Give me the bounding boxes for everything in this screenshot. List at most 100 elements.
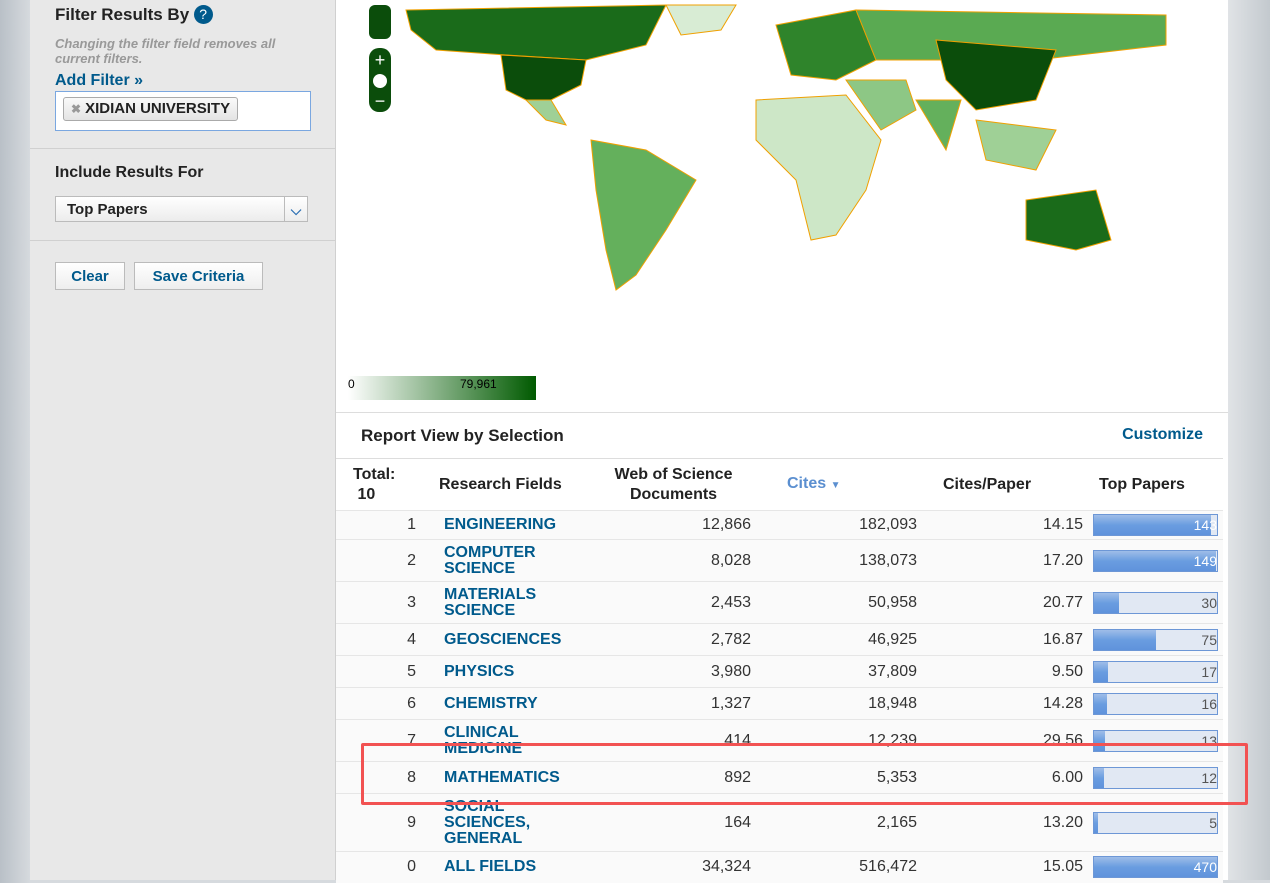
field-link[interactable]: SOCIAL SCIENCES, GENERAL xyxy=(444,797,531,847)
field-link[interactable]: MATHEMATICS xyxy=(444,768,560,786)
cites-cell: 18,948 xyxy=(752,687,918,720)
field-cell: CHEMISTRY xyxy=(424,687,595,720)
map-australia xyxy=(1025,189,1112,251)
map-canada xyxy=(405,4,667,61)
field-link[interactable]: CHEMISTRY xyxy=(444,694,538,712)
table-row: 8 MATHEMATICS 892 5,353 6.00 12 xyxy=(336,761,1223,794)
rank-cell: 7 xyxy=(336,719,424,762)
table-row: 1 ENGINEERING 12,866 182,093 14.15 143 xyxy=(336,510,1223,540)
field-link[interactable]: ALL FIELDS xyxy=(444,858,537,876)
cpp-cell: 29.56 xyxy=(918,719,1084,762)
cpp-cell: 20.77 xyxy=(918,581,1084,624)
customize-link[interactable]: Customize xyxy=(1122,426,1203,443)
cpp-cell: 16.87 xyxy=(918,623,1084,656)
field-link[interactable]: PHYSICS xyxy=(444,662,515,680)
field-link[interactable]: COMPUTER SCIENCE xyxy=(444,543,536,577)
top-papers-header[interactable]: Top Papers xyxy=(1084,460,1223,511)
add-filter-link[interactable]: Add Filter » xyxy=(55,72,144,89)
docs-cell: 892 xyxy=(595,761,752,794)
docs-header[interactable]: Web of Science Documents xyxy=(595,460,752,511)
cpp-header[interactable]: Cites/Paper xyxy=(918,460,1084,511)
top-papers-cell: 149 xyxy=(1084,539,1223,582)
top-papers-cell: 470 xyxy=(1084,851,1223,883)
sidebar: Filter Results By ? Changing the filter … xyxy=(30,0,336,880)
top-papers-cell: 75 xyxy=(1084,623,1223,656)
cites-cell: 182,093 xyxy=(752,510,918,540)
docs-cell: 8,028 xyxy=(595,539,752,582)
top-papers-cell: 30 xyxy=(1084,581,1223,624)
top-papers-value: 75 xyxy=(1201,631,1217,648)
field-cell: ENGINEERING xyxy=(424,510,595,540)
top-papers-bar[interactable]: 143 xyxy=(1093,514,1218,536)
cites-cell: 5,353 xyxy=(752,761,918,794)
map-africa xyxy=(755,94,882,241)
top-papers-bar[interactable]: 5 xyxy=(1093,811,1218,834)
divider xyxy=(30,240,335,241)
docs-cell: 2,453 xyxy=(595,581,752,624)
include-select[interactable]: Top Papers ⌵ xyxy=(55,196,308,222)
top-papers-value: 12 xyxy=(1201,769,1217,786)
field-cell: PHYSICS xyxy=(424,655,595,688)
field-link[interactable]: GEOSCIENCES xyxy=(444,630,562,648)
top-papers-bar[interactable]: 16 xyxy=(1093,692,1218,715)
map-usa xyxy=(500,54,587,101)
docs-cell: 414 xyxy=(595,719,752,762)
pan-control xyxy=(369,5,391,39)
report-table: Total: 10 Research Fields Web of Science… xyxy=(336,460,1223,883)
top-papers-bar[interactable]: 149 xyxy=(1093,549,1218,572)
top-papers-cell: 13 xyxy=(1084,719,1223,762)
filter-input[interactable]: ✖ XIDIAN UNIVERSITY xyxy=(55,91,311,131)
top-papers-value: 30 xyxy=(1201,594,1217,611)
bar-fill xyxy=(1094,767,1104,788)
table-row: 0 ALL FIELDS 34,324 516,472 15.05 470 xyxy=(336,851,1223,883)
cites-header[interactable]: Cites ▼ xyxy=(752,460,918,511)
field-header[interactable]: Research Fields xyxy=(424,460,595,511)
filter-chip: ✖ XIDIAN UNIVERSITY xyxy=(63,97,239,121)
top-papers-value: 17 xyxy=(1201,663,1217,680)
bar-fill xyxy=(1094,730,1105,751)
help-icon[interactable]: ? xyxy=(193,5,213,24)
top-papers-cell: 12 xyxy=(1084,761,1223,794)
top-papers-bar[interactable]: 30 xyxy=(1093,591,1218,614)
top-papers-cell: 16 xyxy=(1084,687,1223,720)
cites-cell: 516,472 xyxy=(752,851,918,883)
include-title: Include Results For xyxy=(55,164,204,181)
sort-desc-icon: ▼ xyxy=(830,480,841,491)
rank-cell: 2 xyxy=(336,539,424,582)
rank-cell: 6 xyxy=(336,687,424,720)
cites-cell: 50,958 xyxy=(752,581,918,624)
map-south-america xyxy=(590,139,697,291)
cpp-cell: 17.20 xyxy=(918,539,1084,582)
field-link[interactable]: MATERIALS SCIENCE xyxy=(444,585,537,619)
map-legend: 0 79,961 xyxy=(348,376,536,400)
rank-cell: 8 xyxy=(336,761,424,794)
highlight-box xyxy=(361,743,1248,805)
field-link[interactable]: ENGINEERING xyxy=(444,516,557,533)
table-row: 6 CHEMISTRY 1,327 18,948 14.28 16 xyxy=(336,687,1223,720)
rank-cell: 4 xyxy=(336,623,424,656)
top-papers-cell: 143 xyxy=(1084,510,1223,540)
clear-button[interactable]: Clear xyxy=(55,262,125,290)
world-map[interactable]: + − xyxy=(336,0,1228,300)
remove-icon[interactable]: ✖ xyxy=(71,102,82,116)
cpp-cell: 6.00 xyxy=(918,761,1084,794)
cpp-cell: 14.28 xyxy=(918,687,1084,720)
docs-cell: 34,324 xyxy=(595,851,752,883)
filter-title: Filter Results By ? xyxy=(55,5,213,25)
bar-fill xyxy=(1094,661,1108,682)
top-papers-bar[interactable]: 17 xyxy=(1093,660,1218,683)
top-papers-bar[interactable]: 75 xyxy=(1093,628,1218,651)
field-cell: MATERIALS SCIENCE xyxy=(424,581,595,624)
save-criteria-button[interactable]: Save Criteria xyxy=(134,262,263,290)
table-row: 5 PHYSICS 3,980 37,809 9.50 17 xyxy=(336,655,1223,688)
top-papers-bar[interactable]: 470 xyxy=(1093,856,1218,879)
cites-cell: 138,073 xyxy=(752,539,918,582)
top-papers-value: 149 xyxy=(1193,552,1217,569)
top-papers-bar[interactable]: 12 xyxy=(1093,766,1218,789)
bar-fill xyxy=(1094,857,1217,878)
zoom-out-icon: − xyxy=(375,91,386,111)
bar-fill xyxy=(1094,550,1217,571)
top-papers-value: 143 xyxy=(1193,517,1217,533)
map-india xyxy=(915,99,962,152)
top-papers-cell: 17 xyxy=(1084,655,1223,688)
